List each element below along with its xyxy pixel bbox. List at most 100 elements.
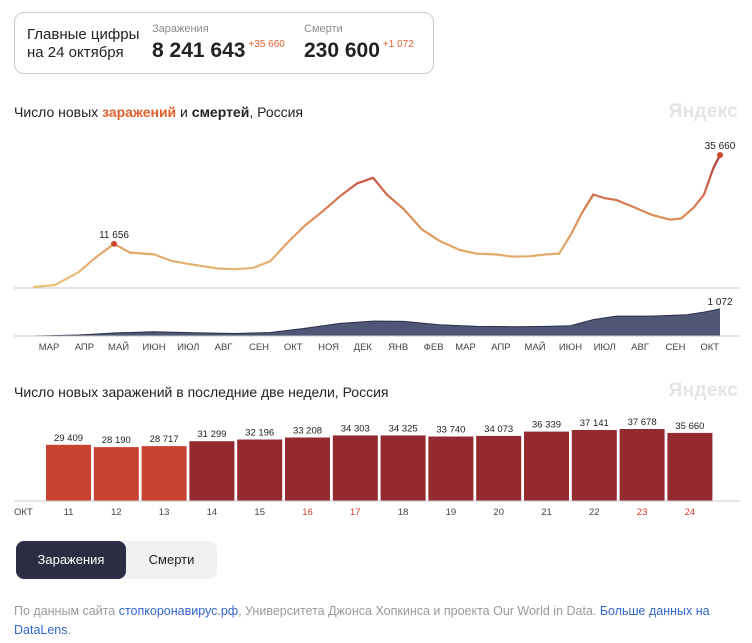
chart1-title-deaths: смертей [191, 104, 250, 120]
x-tick-label: 14 [207, 507, 218, 518]
x-tick-label: ИЮЛ [594, 342, 616, 353]
bar-19 [428, 436, 474, 501]
cases-point [217, 268, 219, 270]
bar-23 [619, 429, 665, 501]
cases-point [54, 284, 56, 286]
bar-22 [571, 430, 617, 501]
tab-cases[interactable]: Заражения [16, 541, 126, 579]
latest-cases-label: 35 660 [705, 141, 736, 152]
x-tick-label: МАЙ [525, 341, 546, 353]
cases-point [476, 253, 478, 255]
bar-value-label: 37 678 [628, 417, 657, 428]
deaths-label: Смерти [304, 23, 343, 35]
x-tick-label: СЕН [249, 342, 269, 353]
cases-point [634, 207, 636, 209]
cases-point [703, 194, 705, 196]
bar-value-label: 34 325 [389, 423, 418, 434]
cases-point [615, 199, 617, 201]
bar-value-label: 33 208 [293, 426, 322, 437]
cases-series [32, 154, 721, 289]
x-tick-label: ЯНВ [388, 342, 408, 353]
chart1-annotations: 11 656 35 660 1 072 [99, 141, 736, 308]
bar-24 [667, 432, 713, 501]
metric-tabs: Заражения Смерти [16, 541, 217, 579]
x-tick-label: ОКТ [284, 342, 303, 353]
x-tick-label: АВГ [215, 342, 233, 353]
bar-15 [237, 439, 283, 501]
x-tick-label: ОКТ [700, 342, 719, 353]
cases-point [438, 240, 440, 242]
chart2-title: Число новых заражений в последние две не… [14, 384, 389, 400]
footer-prefix: По данным сайта [14, 604, 119, 618]
x-tick-label: АПР [75, 342, 94, 353]
chart2-watermark: Яндекс [668, 380, 738, 401]
deaths-value: 230 600 [304, 39, 380, 62]
deaths-line [32, 308, 721, 337]
x-tick-label: МАР [39, 342, 60, 353]
cases-delta: +35 660 [248, 39, 285, 50]
x-tick-label: 24 [685, 507, 696, 518]
cases-point [558, 253, 560, 255]
cases-point [581, 212, 583, 214]
cases-point [193, 264, 195, 266]
x-tick-label: 20 [493, 507, 504, 518]
peak-marker-spring [111, 240, 118, 247]
deaths-value-row: 230 600 +1 072 [304, 39, 414, 63]
bar-value-label: 33 740 [436, 425, 465, 436]
cases-point [234, 268, 236, 270]
x-tick-label: СЕН [665, 342, 685, 353]
cases-point [356, 183, 358, 185]
cases-point [153, 254, 155, 256]
bar-value-label: 29 409 [54, 433, 83, 444]
cases-point [529, 255, 531, 257]
x-tick-label: 16 [302, 507, 313, 518]
chart2-x-axis: 11 12 13 14 15 16 17 18 19 20 21 22 23 24 ОКТ [14, 507, 695, 518]
cases-point [693, 207, 695, 209]
cases-point [604, 197, 606, 199]
chart1-watermark: Яндекс [668, 101, 738, 122]
cases-point [129, 252, 131, 254]
cases-point [252, 267, 254, 269]
footer-source: По данным сайта стопкоронавирус.рф, Унив… [14, 602, 742, 640]
deaths-delta: +1 072 [382, 39, 414, 50]
bar-value-label: 36 339 [532, 420, 561, 431]
deaths-series [14, 308, 740, 337]
bars: 29 409 28 190 28 717 31 299 32 196 33 208 34 3… [46, 417, 713, 501]
x-tick-label: 21 [541, 507, 552, 518]
x-tick-label: НОЯ [318, 342, 339, 353]
cases-point [421, 229, 423, 231]
bar-17 [332, 435, 378, 501]
chart1-x-axis: МАР АПР МАЙ ИЮН ИЮЛ АВГ СЕН ОКТ НОЯ ДЕК ЯНВ ФЕВ МАР А… [39, 341, 720, 353]
bar-value-label: 35 660 [675, 421, 704, 432]
bar-value-label: 31 299 [197, 429, 226, 440]
x-tick-label: ИЮН [142, 342, 165, 353]
chart1-title: Число новых заражений и смертей, Россия [14, 104, 303, 120]
bar-value-label: 34 073 [484, 424, 513, 435]
source-link-stopcoronavirus[interactable]: стопкоронавирус.рф [118, 604, 239, 618]
deaths-area [33, 309, 720, 336]
latest-cases-marker [717, 152, 723, 158]
peak-label-spring: 11 656 [99, 230, 129, 241]
cases-point [494, 254, 496, 256]
bar-value-label: 34 303 [341, 423, 370, 434]
bar-value-label: 28 190 [102, 435, 131, 446]
deaths-summary: Смерти 230 600 +1 072 [304, 23, 414, 63]
x-tick-label: АВГ [631, 342, 649, 353]
tab-deaths[interactable]: Смерти [148, 552, 195, 567]
x-axis-month-label: ОКТ [14, 507, 33, 518]
cases-point [570, 234, 572, 236]
cases-value-row: 8 241 643 +35 660 [152, 39, 285, 63]
cases-point [511, 256, 513, 258]
footer-middle: , Университета Джонса Хопкинса и проекта… [238, 604, 600, 618]
chart1-title-part3: , Россия [249, 104, 304, 120]
x-tick-label: МАЙ [108, 341, 129, 353]
bar-12 [93, 447, 139, 501]
datalens-link[interactable]: Больше данных на DataLens [14, 604, 710, 637]
cases-deaths-chart: МАР АПР МАЙ ИЮН ИЮЛ АВГ СЕН ОКТ НОЯ ДЕК ЯНВ ФЕВ МАР А… [14, 141, 740, 353]
cases-value: 8 241 643 [152, 39, 246, 62]
x-tick-label: МАР [455, 342, 476, 353]
x-tick-label: ИЮЛ [177, 342, 199, 353]
x-tick-label: 23 [637, 507, 648, 518]
footer-suffix: . [67, 623, 71, 637]
latest-deaths-label: 1 072 [707, 297, 732, 308]
